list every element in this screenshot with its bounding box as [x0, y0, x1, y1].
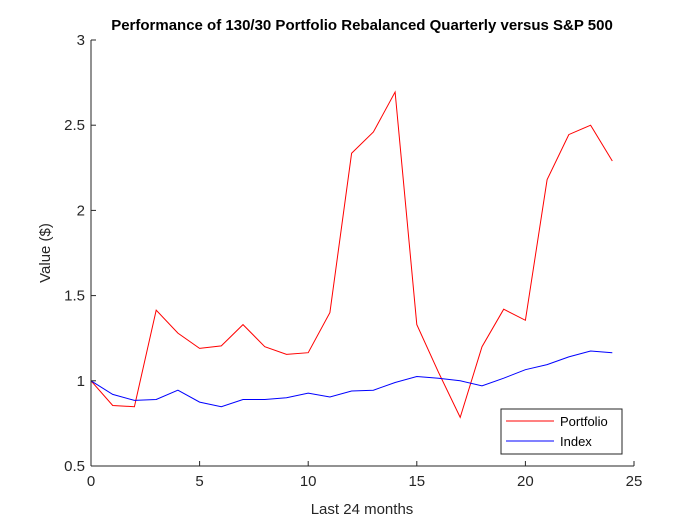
y-tick-label: 1.5 [64, 288, 85, 305]
axes [90, 40, 634, 467]
x-tick-label: 15 [408, 473, 425, 490]
tick-marks [90, 39, 635, 467]
y-tick-label: 0.5 [64, 458, 85, 475]
plot-area [91, 40, 634, 466]
x-tick-label: 25 [626, 473, 643, 490]
series-layer [90, 90, 613, 419]
tick-labels: 0 5 10 15 20 25 0.5 1 1.5 2 2.5 3 [64, 32, 642, 490]
x-tick-label: 20 [517, 473, 534, 490]
legend-label-portfolio: Portfolio [560, 414, 608, 429]
legend-label-index: Index [560, 434, 592, 449]
x-axis-label: Last 24 months [311, 501, 414, 518]
y-tick-label: 2 [77, 202, 85, 219]
y-tick-label: 1 [77, 373, 85, 390]
x-tick-label: 0 [87, 473, 95, 490]
series-line-index [90, 350, 613, 408]
legend: Portfolio Index [500, 408, 623, 455]
y-tick-label: 2.5 [64, 117, 85, 134]
x-tick-label: 10 [300, 473, 317, 490]
y-axis-label: Value ($) [37, 223, 54, 283]
y-tick-label: 3 [77, 32, 85, 49]
x-tick-label: 5 [195, 473, 203, 490]
series-line-portfolio [90, 90, 613, 419]
chart-title: Performance of 130/30 Portfolio Rebalanc… [111, 17, 613, 34]
legend-box [500, 408, 623, 455]
